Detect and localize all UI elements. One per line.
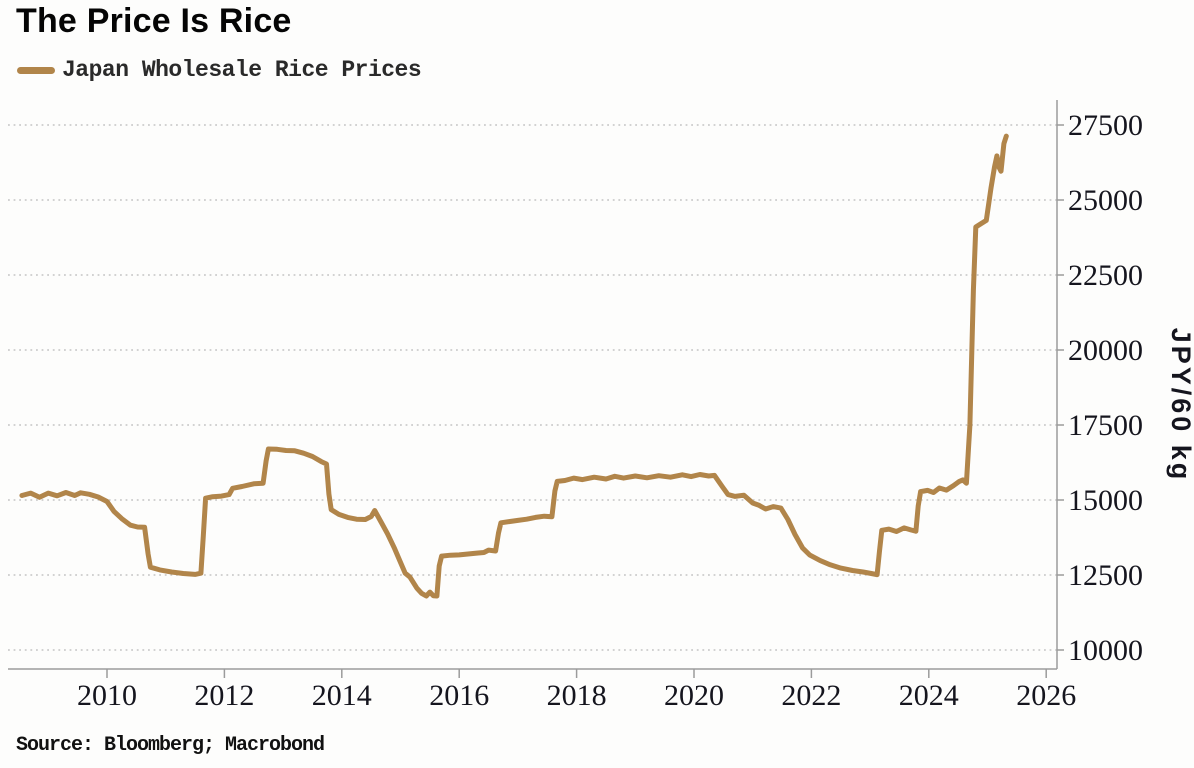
chart-legend: Japan Wholesale Rice Prices — [17, 57, 422, 83]
legend-series-label: Japan Wholesale Rice Prices — [62, 57, 422, 83]
source-note: Source: Bloomberg; Macrobond — [16, 734, 325, 757]
x-tick-label-2016: 2016 — [429, 679, 489, 712]
y-tick-label-10000: 10000 — [1068, 634, 1143, 667]
x-tick-label-2018: 2018 — [547, 679, 607, 712]
x-tick-label-2022: 2022 — [781, 679, 841, 712]
y-tick-label-12500: 12500 — [1068, 559, 1143, 592]
y-tick-label-15000: 15000 — [1068, 484, 1143, 517]
price-line-series — [19, 133, 1009, 599]
y-tick-label-20000: 20000 — [1068, 334, 1143, 367]
legend-line-swatch-icon — [17, 66, 55, 74]
x-tick-label-2012: 2012 — [194, 679, 254, 712]
y-tick-label-22500: 22500 — [1068, 259, 1143, 292]
x-tick-label-2024: 2024 — [899, 679, 959, 712]
x-tick-label-2026: 2026 — [1016, 679, 1076, 712]
x-tick-label-2010: 2010 — [77, 679, 137, 712]
page-title: The Price Is Rice — [16, 2, 292, 40]
y-tick-label-25000: 25000 — [1068, 184, 1143, 217]
y-tick-label-17500: 17500 — [1068, 409, 1143, 442]
y-axis-unit-label: JPY/60 kg — [1166, 328, 1194, 483]
x-tick-label-2014: 2014 — [312, 679, 372, 712]
x-tick-label-2020: 2020 — [664, 679, 724, 712]
y-tick-label-27500: 27500 — [1068, 109, 1143, 142]
